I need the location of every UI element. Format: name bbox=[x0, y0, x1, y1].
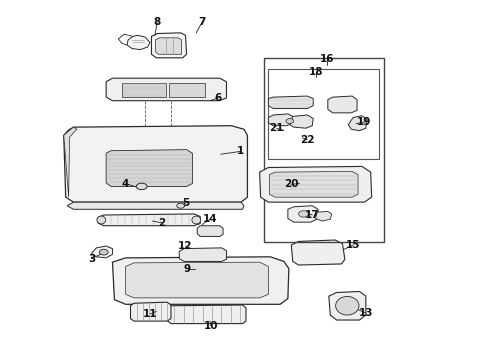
Polygon shape bbox=[290, 115, 313, 128]
Polygon shape bbox=[125, 262, 269, 298]
Text: 13: 13 bbox=[359, 308, 373, 318]
Polygon shape bbox=[64, 126, 247, 202]
Polygon shape bbox=[151, 33, 187, 58]
Text: 7: 7 bbox=[198, 17, 206, 27]
Polygon shape bbox=[127, 35, 150, 50]
Bar bbox=[264, 58, 384, 242]
Polygon shape bbox=[64, 127, 77, 197]
Text: 4: 4 bbox=[122, 179, 129, 189]
Text: 11: 11 bbox=[143, 309, 157, 319]
Polygon shape bbox=[260, 166, 372, 202]
Ellipse shape bbox=[336, 296, 359, 315]
Bar bbox=[269, 69, 379, 158]
Polygon shape bbox=[130, 302, 171, 321]
Text: 2: 2 bbox=[159, 218, 166, 228]
Polygon shape bbox=[269, 114, 293, 126]
Text: 21: 21 bbox=[270, 123, 284, 133]
Text: 8: 8 bbox=[154, 17, 161, 27]
Polygon shape bbox=[291, 240, 345, 265]
Polygon shape bbox=[179, 248, 226, 261]
Polygon shape bbox=[270, 171, 358, 197]
Polygon shape bbox=[170, 83, 205, 97]
Polygon shape bbox=[67, 202, 244, 209]
Text: 18: 18 bbox=[308, 67, 323, 77]
Polygon shape bbox=[106, 78, 226, 101]
Polygon shape bbox=[155, 38, 182, 54]
Text: 22: 22 bbox=[300, 135, 315, 145]
Text: 6: 6 bbox=[215, 93, 222, 103]
Text: 20: 20 bbox=[284, 179, 298, 189]
Text: 10: 10 bbox=[204, 321, 218, 331]
Polygon shape bbox=[197, 226, 223, 237]
Ellipse shape bbox=[97, 216, 106, 224]
Polygon shape bbox=[269, 96, 313, 109]
Text: 3: 3 bbox=[88, 253, 95, 264]
Polygon shape bbox=[329, 292, 366, 320]
Polygon shape bbox=[106, 150, 193, 186]
Polygon shape bbox=[98, 214, 200, 226]
Polygon shape bbox=[92, 246, 113, 258]
Text: 1: 1 bbox=[237, 147, 244, 157]
Ellipse shape bbox=[286, 118, 294, 123]
Polygon shape bbox=[168, 305, 246, 324]
Text: 14: 14 bbox=[202, 214, 217, 224]
Text: 19: 19 bbox=[357, 117, 371, 127]
Polygon shape bbox=[328, 96, 357, 113]
Ellipse shape bbox=[298, 211, 308, 217]
Polygon shape bbox=[348, 116, 367, 131]
Text: 16: 16 bbox=[319, 54, 334, 64]
Ellipse shape bbox=[192, 216, 201, 224]
Ellipse shape bbox=[99, 249, 108, 255]
Polygon shape bbox=[113, 257, 289, 304]
Text: 5: 5 bbox=[182, 198, 189, 208]
Text: 9: 9 bbox=[184, 264, 191, 274]
Text: 17: 17 bbox=[305, 210, 319, 220]
Text: 12: 12 bbox=[178, 241, 193, 251]
Ellipse shape bbox=[136, 183, 147, 190]
Polygon shape bbox=[316, 211, 332, 221]
Ellipse shape bbox=[177, 203, 185, 208]
Polygon shape bbox=[122, 83, 166, 97]
Polygon shape bbox=[288, 206, 318, 222]
Text: 15: 15 bbox=[346, 240, 361, 250]
